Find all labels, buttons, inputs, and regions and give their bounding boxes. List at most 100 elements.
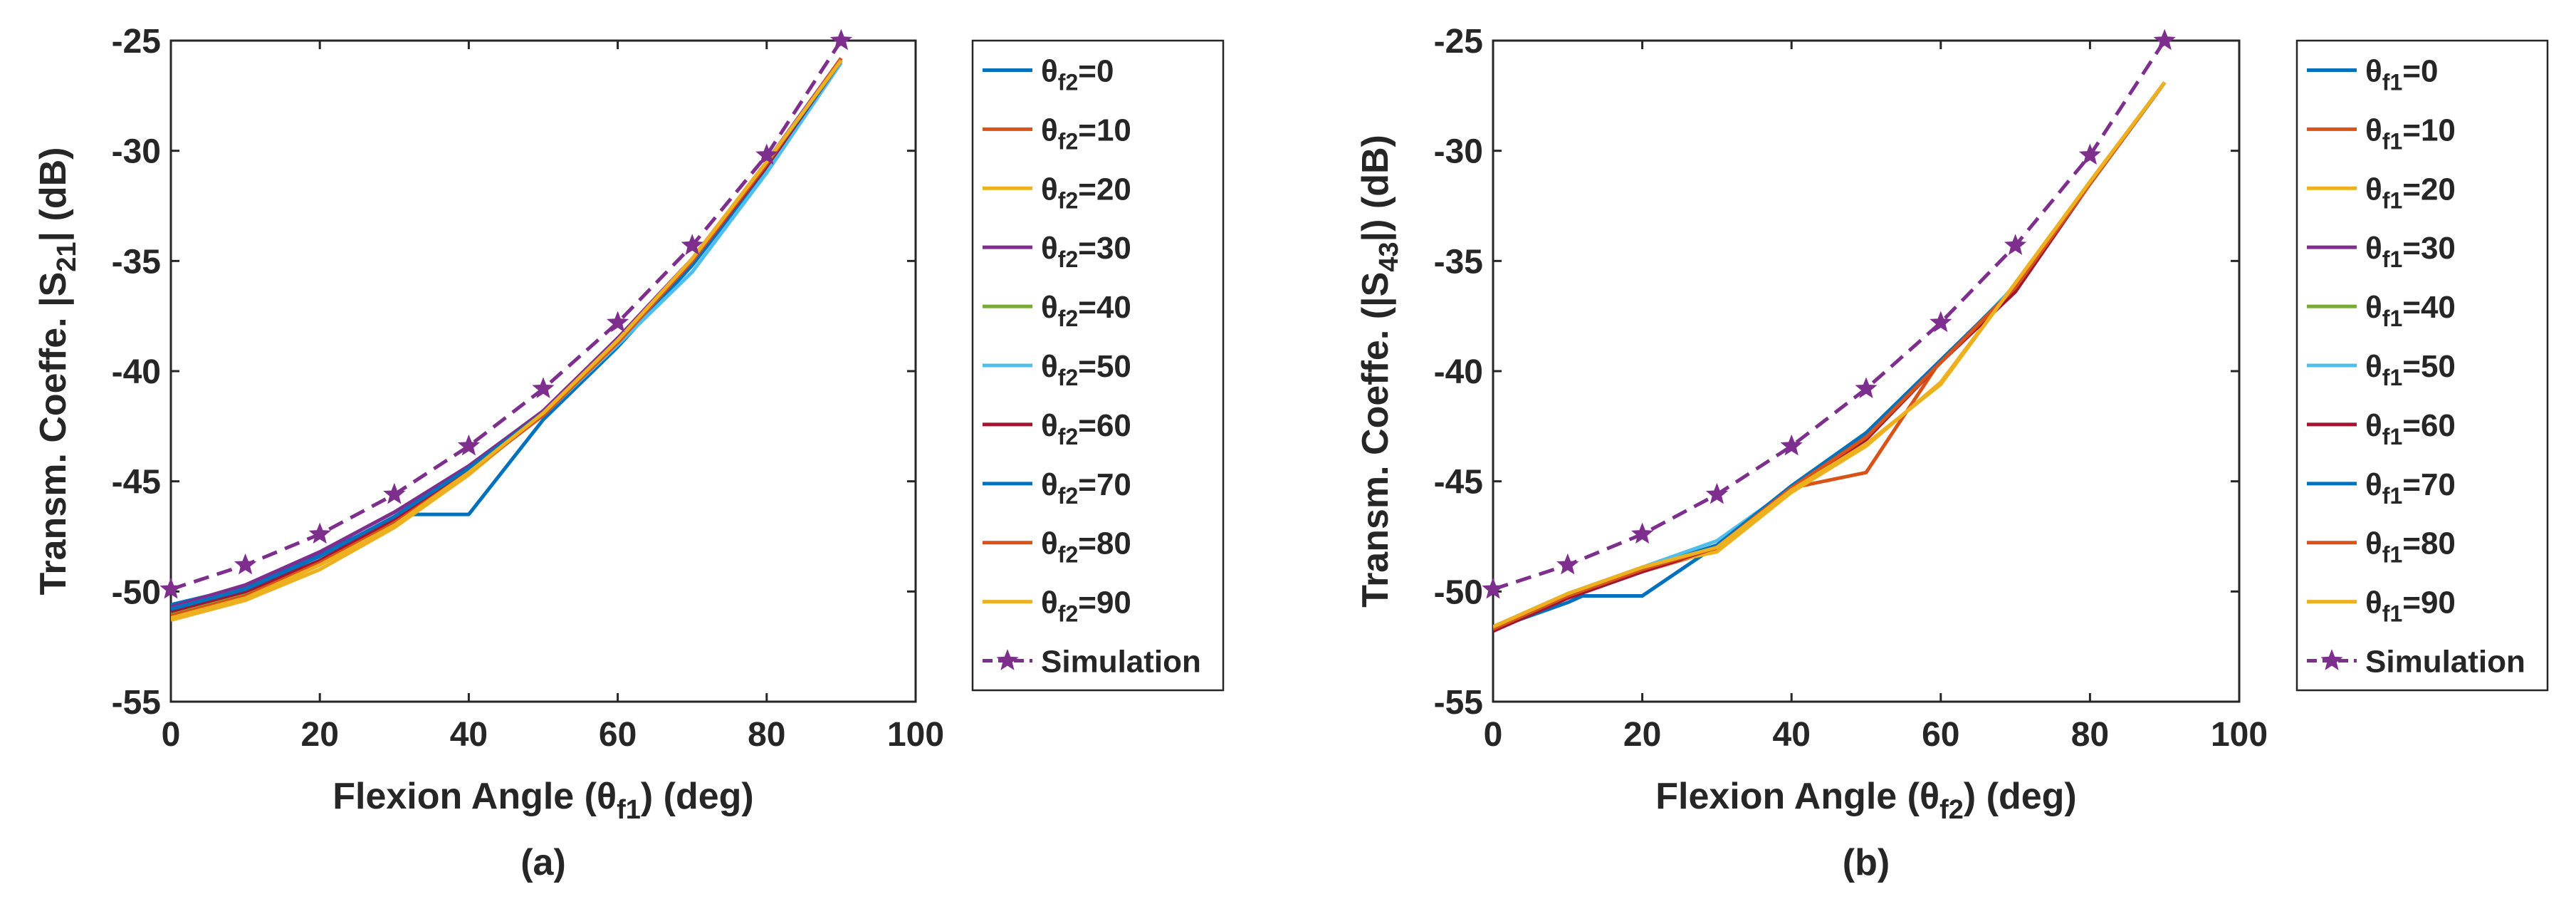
y-label-subscript: 21 bbox=[52, 241, 82, 271]
simulation-marker bbox=[1630, 522, 1654, 544]
legend-entry-label: θf1=20 bbox=[2365, 172, 2456, 213]
series-line-9 bbox=[1493, 81, 2167, 629]
simulation-marker bbox=[1855, 377, 1878, 399]
legend-value: =40 bbox=[1078, 290, 1131, 325]
panel-b: 0 20 40 60 80 100 -55 -50 -45 -40 -35 -30 -25 Flexion… bbox=[1355, 23, 2549, 883]
legend-symbol: θ bbox=[2365, 172, 2382, 207]
x-label-prefix: Flexion Angle ( bbox=[333, 776, 597, 817]
simulation-marker bbox=[308, 522, 331, 544]
legend-subscript: f2 bbox=[1058, 542, 1078, 568]
simulation-marker bbox=[1705, 482, 1729, 504]
legend-subscript: f2 bbox=[1058, 187, 1078, 213]
x-tick-label: 60 bbox=[599, 716, 637, 754]
series-line-4 bbox=[171, 59, 843, 615]
x-tick-label: 0 bbox=[162, 716, 181, 754]
legend-value: =80 bbox=[1078, 526, 1131, 561]
x-axis-label: Flexion Angle (θf2) (deg) bbox=[1655, 776, 2077, 825]
series-line-5 bbox=[1493, 81, 2167, 629]
legend-value: =40 bbox=[2402, 290, 2456, 325]
legend-subscript: f2 bbox=[1058, 128, 1078, 154]
x-tick-label: 80 bbox=[748, 716, 785, 754]
legend-value: =30 bbox=[1078, 231, 1131, 266]
legend-subscript: f1 bbox=[2382, 365, 2402, 390]
simulation-marker bbox=[1482, 577, 1504, 599]
series-line-2 bbox=[1493, 81, 2167, 629]
series-line-0 bbox=[171, 61, 843, 607]
legend-symbol: θ bbox=[1041, 172, 1058, 207]
series-line-8 bbox=[171, 57, 843, 618]
x-tick-label: 40 bbox=[1773, 716, 1811, 754]
legend-symbol: θ bbox=[2365, 526, 2382, 561]
simulation-marker bbox=[159, 577, 182, 599]
legend-value: =0 bbox=[2402, 53, 2438, 88]
y-tick-label: -30 bbox=[112, 133, 161, 171]
legend-entry-label: θf1=30 bbox=[2365, 231, 2456, 272]
legend: θf2=0θf2=10θf2=20θf2=30θf2=40θf2=50θf2=6… bbox=[971, 39, 1225, 692]
legend-subscript: f2 bbox=[1058, 601, 1078, 627]
y-tick-label: -45 bbox=[112, 464, 161, 502]
simulation-marker bbox=[1780, 434, 1803, 456]
legend-entry-label: θf2=20 bbox=[1041, 172, 1131, 213]
y-tick-label: -50 bbox=[112, 573, 161, 611]
legend-value: =70 bbox=[1078, 467, 1131, 502]
simulation-marker bbox=[2153, 28, 2176, 51]
legend-entry-label: θf1=10 bbox=[2365, 113, 2456, 154]
x-axis-label: Flexion Angle (θf1) (deg) bbox=[333, 776, 754, 825]
legend-value: =20 bbox=[2402, 172, 2456, 207]
legend-value: =60 bbox=[2402, 408, 2456, 443]
legend-value: =60 bbox=[1078, 408, 1131, 443]
y-tick-label: -55 bbox=[112, 684, 161, 722]
y-label-prefix: Transm. Coeffe. (|S bbox=[1355, 272, 1396, 608]
series-line-1 bbox=[171, 59, 843, 615]
legend-symbol: θ bbox=[1041, 290, 1058, 325]
series-line-9 bbox=[171, 59, 843, 620]
simulation-marker bbox=[681, 234, 703, 255]
legend-value: Simulation bbox=[2365, 645, 2525, 680]
y-label-suffix: | (dB) bbox=[33, 147, 74, 241]
series-line-3 bbox=[171, 57, 843, 609]
y-tick-label: -35 bbox=[112, 243, 161, 281]
legend-symbol: θ bbox=[2365, 231, 2382, 266]
simulation-marker bbox=[755, 143, 778, 165]
x-label-symbol: θ bbox=[1920, 776, 1939, 817]
series-line-2 bbox=[171, 61, 843, 622]
legend-symbol: θ bbox=[1041, 526, 1058, 561]
panel-a: 0 20 40 60 80 100 -55 -50 -45 -40 -35 -30 -25 Flexion… bbox=[33, 23, 1225, 883]
x-label-prefix: Flexion Angle ( bbox=[1655, 776, 1920, 817]
legend-value: Simulation bbox=[1041, 645, 1201, 680]
simulation-marker bbox=[383, 482, 406, 504]
simulation-marker bbox=[2004, 234, 2027, 255]
y-axis-label: Transm. Coeffe. (|S43|) (dB) bbox=[1355, 135, 1404, 608]
legend-entry-label: θf2=80 bbox=[1041, 526, 1131, 568]
simulation-marker bbox=[457, 434, 481, 456]
y-tick-label: -35 bbox=[1434, 243, 1483, 281]
x-tick-label: 20 bbox=[1623, 716, 1661, 754]
y-tick-label: -40 bbox=[112, 353, 161, 391]
legend: θf1=0θf1=10θf1=20θf1=30θf1=40θf1=50θf1=6… bbox=[2295, 39, 2549, 692]
legend-value: =80 bbox=[2402, 526, 2456, 561]
legend-entry-label: θf1=80 bbox=[2365, 526, 2456, 568]
legend-subscript: f2 bbox=[1058, 483, 1078, 509]
simulation-marker bbox=[606, 311, 629, 333]
x-tick-label: 20 bbox=[301, 716, 339, 754]
legend-entry-label: θf2=90 bbox=[1041, 586, 1131, 627]
legend-subscript: f1 bbox=[2382, 187, 2402, 213]
legend-subscript: f2 bbox=[1058, 365, 1078, 390]
series-line-10 bbox=[171, 39, 843, 591]
legend-symbol: θ bbox=[2365, 408, 2382, 443]
legend-entry-label: θf1=40 bbox=[2365, 290, 2456, 331]
y-tick-label: -25 bbox=[1434, 23, 1483, 61]
legend-symbol: θ bbox=[1041, 53, 1058, 88]
legend-value: =50 bbox=[1078, 349, 1131, 384]
x-label-subscript: f1 bbox=[617, 795, 641, 825]
legend-entry-label: θf2=40 bbox=[1041, 290, 1131, 331]
legend-symbol: θ bbox=[1041, 349, 1058, 384]
panel-label: (a) bbox=[520, 842, 566, 883]
legend-star-marker bbox=[2320, 649, 2343, 670]
legend-value: =0 bbox=[1078, 53, 1114, 88]
x-label-subscript: f2 bbox=[1939, 795, 1964, 825]
x-label-symbol: θ bbox=[597, 776, 617, 817]
legend-symbol: θ bbox=[2365, 467, 2382, 502]
legend-entry-label: θf2=60 bbox=[1041, 408, 1131, 450]
legend-subscript: f2 bbox=[1058, 246, 1078, 272]
